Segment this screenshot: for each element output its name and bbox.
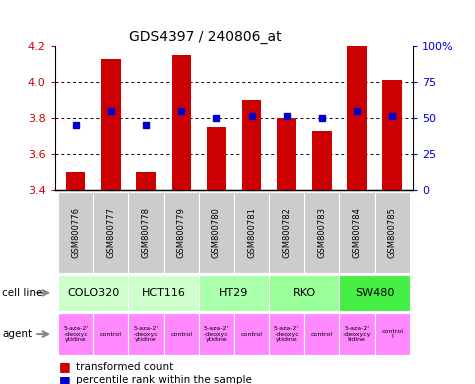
Bar (340, 275, 410, 311)
Text: 5-aza-2'
-deoxyc
ytidine: 5-aza-2' -deoxyc ytidine (63, 326, 88, 343)
Bar (340, 313, 375, 355)
Bar (269, 192, 304, 273)
Text: GSM800782: GSM800782 (282, 207, 291, 258)
Text: COLO320: COLO320 (67, 288, 119, 298)
Text: 5-aza-2'
-deoxyc
ytidine: 5-aza-2' -deoxyc ytidine (204, 326, 229, 343)
Bar (199, 192, 234, 273)
Bar (93, 313, 128, 355)
Text: control: control (100, 331, 122, 337)
Text: HCT116: HCT116 (142, 288, 186, 298)
Bar (269, 313, 304, 355)
Bar (207, 127, 226, 190)
Bar (277, 118, 296, 190)
Bar (382, 80, 402, 190)
Bar (242, 100, 261, 190)
Text: 5-aza-2'
-deoxyc
ytidine: 5-aza-2' -deoxyc ytidine (274, 326, 299, 343)
Bar (234, 192, 269, 273)
Bar (128, 275, 199, 311)
Text: SW480: SW480 (355, 288, 394, 298)
Bar (163, 192, 199, 273)
Bar (171, 55, 191, 190)
Bar (269, 275, 340, 311)
Text: control: control (311, 331, 333, 337)
Bar (312, 131, 332, 190)
Text: control
l: control l (381, 329, 403, 339)
Bar (375, 192, 410, 273)
Bar (304, 313, 340, 355)
Text: RKO: RKO (293, 288, 316, 298)
Bar (199, 275, 269, 311)
Bar (58, 192, 93, 273)
Text: control: control (240, 331, 263, 337)
Text: 5-aza-2'
-deoxycy
tidine: 5-aza-2' -deoxycy tidine (343, 326, 371, 343)
Text: GSM800779: GSM800779 (177, 207, 186, 258)
Bar (66, 172, 86, 190)
Bar (375, 313, 410, 355)
Text: GSM800785: GSM800785 (388, 207, 397, 258)
Title: GDS4397 / 240806_at: GDS4397 / 240806_at (129, 30, 282, 44)
Text: GSM800777: GSM800777 (106, 207, 115, 258)
Bar (163, 313, 199, 355)
Text: GSM800778: GSM800778 (142, 207, 151, 258)
Text: GSM800781: GSM800781 (247, 207, 256, 258)
Text: cell line: cell line (2, 288, 43, 298)
Bar (58, 313, 93, 355)
Text: GSM800776: GSM800776 (71, 207, 80, 258)
Text: 5-aza-2'
-deoxyc
ytidine: 5-aza-2' -deoxyc ytidine (133, 326, 159, 343)
Bar (347, 46, 367, 190)
Text: GSM800780: GSM800780 (212, 207, 221, 258)
Text: GSM800784: GSM800784 (352, 207, 361, 258)
Bar (128, 313, 163, 355)
Text: control: control (170, 331, 192, 337)
Bar (128, 192, 163, 273)
Bar (234, 313, 269, 355)
Bar (101, 59, 121, 190)
Text: GSM800783: GSM800783 (317, 207, 326, 258)
Bar (93, 192, 128, 273)
Text: percentile rank within the sample: percentile rank within the sample (76, 375, 252, 384)
Text: transformed count: transformed count (76, 362, 173, 372)
Bar (58, 275, 128, 311)
Bar (304, 192, 340, 273)
Bar (340, 192, 375, 273)
Text: ■: ■ (59, 360, 75, 373)
Bar (199, 313, 234, 355)
Text: HT29: HT29 (219, 288, 248, 298)
Text: ■: ■ (59, 374, 75, 384)
Bar (136, 172, 156, 190)
Text: agent: agent (2, 329, 32, 339)
